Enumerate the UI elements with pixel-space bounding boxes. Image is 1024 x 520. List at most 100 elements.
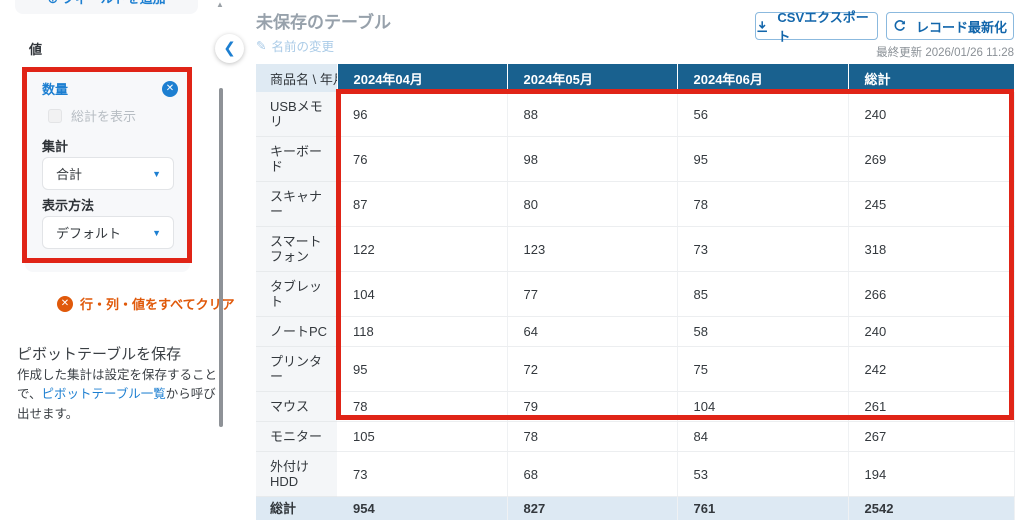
table-cell: 194 xyxy=(848,452,1014,497)
table-cell: 80 xyxy=(507,182,677,227)
table-cell: 72 xyxy=(507,347,677,392)
table-cell: 118 xyxy=(337,317,507,347)
corner-header: 商品名 \ 年月 xyxy=(256,64,337,92)
table-cell: 318 xyxy=(848,227,1014,272)
table-cell: 98 xyxy=(507,137,677,182)
add-field-button[interactable]: ⊕ フィールドを追加 xyxy=(15,0,198,7)
table-cell: 123 xyxy=(507,227,677,272)
row-label: プリンター xyxy=(256,347,337,392)
table-cell: 78 xyxy=(507,422,677,452)
value-field-card: 数量 ✕ 総計を表示 集計 合計 ▼ 表示方法 デフォルト ▼ xyxy=(25,70,190,272)
table-cell: 104 xyxy=(677,392,848,422)
table-cell: 266 xyxy=(848,272,1014,317)
table-cell: 68 xyxy=(507,452,677,497)
remove-field-icon[interactable]: ✕ xyxy=(162,81,178,97)
clear-all-label: 行・列・値をすべてクリア xyxy=(80,294,235,313)
table-cell: 240 xyxy=(848,317,1014,347)
table-cell: 79 xyxy=(507,392,677,422)
aggregation-label: 集計 xyxy=(42,136,68,155)
clear-all-button[interactable]: ✕ 行・列・値をすべてクリア xyxy=(57,294,235,313)
row-label: スマートフォン xyxy=(256,227,337,272)
refresh-records-button[interactable]: レコード最新化 xyxy=(886,12,1014,40)
table-cell: 88 xyxy=(507,92,677,137)
table-cell: 96 xyxy=(337,92,507,137)
table-cell: 261 xyxy=(848,392,1014,422)
table-cell: 954 xyxy=(337,497,507,520)
csv-export-button[interactable]: CSVエクスポート xyxy=(755,12,878,40)
table-cell: 58 xyxy=(677,317,848,347)
table-cell: 245 xyxy=(848,182,1014,227)
display-method-select[interactable]: デフォルト ▼ xyxy=(42,216,174,249)
rename-button[interactable]: ✎ 名前の変更 xyxy=(256,36,334,55)
table-cell: 56 xyxy=(677,92,848,137)
show-total-label: 総計を表示 xyxy=(71,106,136,125)
table-cell: 105 xyxy=(337,422,507,452)
refresh-records-label: レコード最新化 xyxy=(916,17,1007,36)
table-cell: 77 xyxy=(507,272,677,317)
value-field-row: 数量 ✕ xyxy=(42,79,178,98)
row-label: スキャナー xyxy=(256,182,337,227)
table-cell: 78 xyxy=(677,182,848,227)
add-field-card: ⊕ フィールドを追加 xyxy=(15,0,198,14)
aggregation-value: 合計 xyxy=(56,164,82,183)
table-cell: 76 xyxy=(337,137,507,182)
chevron-left-icon: ❮ xyxy=(223,41,236,56)
row-label: 外付けHDD xyxy=(256,452,337,497)
table-cell: 827 xyxy=(507,497,677,520)
row-label: タブレット xyxy=(256,272,337,317)
value-field-name: 数量 xyxy=(42,79,68,98)
aggregation-select[interactable]: 合計 ▼ xyxy=(42,157,174,190)
column-header: 2024年04月 xyxy=(337,64,507,92)
csv-export-label: CSVエクスポート xyxy=(777,7,877,45)
save-pivot-description: 作成した集計は設定を保存することで、ピボットテーブル一覧から呼び出せます。 xyxy=(17,366,223,424)
page-title: 未保存のテーブル xyxy=(256,8,391,33)
display-method-label: 表示方法 xyxy=(42,195,94,214)
table-cell: 64 xyxy=(507,317,677,347)
table-cell: 761 xyxy=(677,497,848,520)
row-label: 総計 xyxy=(256,497,337,520)
row-label: ノートPC xyxy=(256,317,337,347)
table-cell: 269 xyxy=(848,137,1014,182)
add-field-label: フィールドを追加 xyxy=(62,0,166,6)
table-cell: 95 xyxy=(337,347,507,392)
table-cell: 53 xyxy=(677,452,848,497)
plus-circle-icon: ⊕ xyxy=(47,0,62,6)
table-cell: 95 xyxy=(677,137,848,182)
show-total-checkbox[interactable] xyxy=(48,109,62,123)
collapse-panel-button[interactable]: ❮ xyxy=(215,34,244,63)
table-cell: 122 xyxy=(337,227,507,272)
row-label: キーボード xyxy=(256,137,337,182)
last-updated-text: 最終更新 2026/01/26 11:28 xyxy=(876,44,1014,60)
table-cell: 242 xyxy=(848,347,1014,392)
table-cell: 84 xyxy=(677,422,848,452)
row-label: モニター xyxy=(256,422,337,452)
pivot-list-link[interactable]: ピボットテーブル一覧 xyxy=(42,387,166,401)
value-section-label: 値 xyxy=(29,39,42,58)
table-cell: 73 xyxy=(337,452,507,497)
display-method-value: デフォルト xyxy=(56,223,121,242)
table-cell: 87 xyxy=(337,182,507,227)
table-cell: 104 xyxy=(337,272,507,317)
rename-label: 名前の変更 xyxy=(271,36,334,55)
pencil-icon: ✎ xyxy=(256,38,266,53)
sidebar-scrollbar-thumb[interactable] xyxy=(219,88,223,427)
scrollbar-up-icon[interactable]: ▲ xyxy=(216,0,224,9)
table-cell: 75 xyxy=(677,347,848,392)
table-cell: 2542 xyxy=(848,497,1014,520)
table-cell: 267 xyxy=(848,422,1014,452)
caret-down-icon: ▼ xyxy=(152,228,161,238)
column-header: 総計 xyxy=(848,64,1014,92)
